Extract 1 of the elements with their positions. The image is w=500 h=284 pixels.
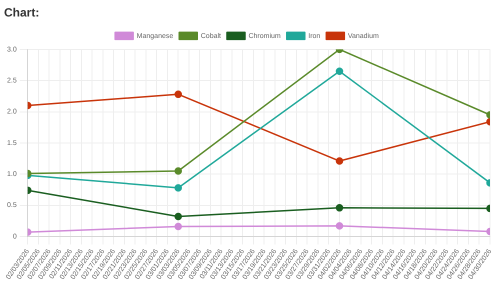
chart-title: Chart: (4, 6, 40, 20)
